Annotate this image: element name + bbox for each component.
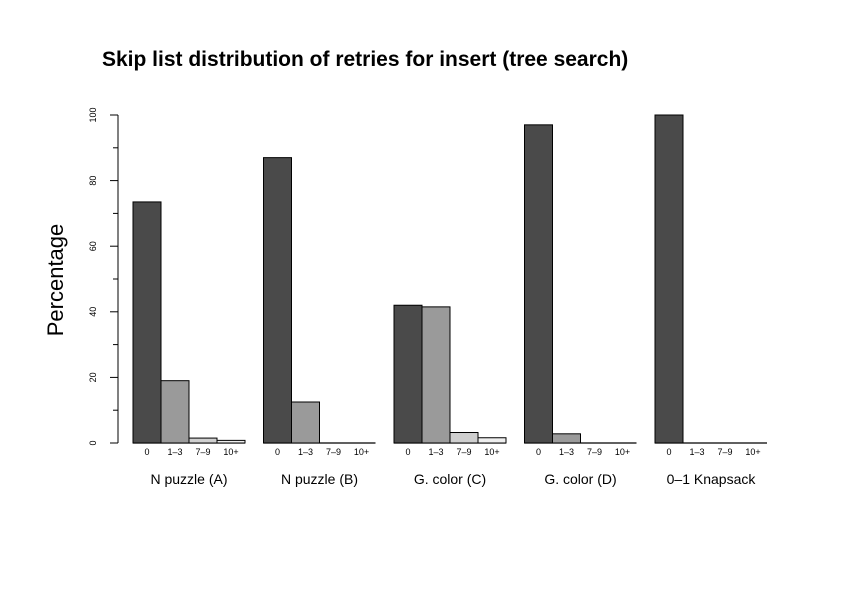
x-tick-label: 7–9	[587, 447, 602, 457]
y-tick-label: 20	[88, 372, 98, 382]
group-label: N puzzle (A)	[150, 471, 227, 487]
bar	[132, 201, 162, 444]
y-axis: 0 20 40 60 80 100	[88, 107, 119, 446]
x-tick-label: 7–9	[456, 447, 471, 457]
bar	[216, 439, 246, 444]
x-tick-labels: 0 1–3 7–9 10+ 0 1–3 7–9 10+ 0 1–3 7–9 10+ 0 1–3 7–9 10+…	[144, 447, 760, 457]
y-tick-label: 100	[88, 107, 98, 122]
x-tick-label: 10+	[484, 447, 499, 457]
x-tick-label: 1–3	[298, 447, 313, 457]
group-labels: N puzzle (A) N puzzle (B) G. color (C) G. c…	[150, 471, 756, 487]
y-tick-label: 0	[88, 440, 98, 445]
bar	[421, 306, 451, 444]
y-axis-label: Percentage	[43, 224, 68, 337]
bar	[552, 433, 581, 444]
group-label: 0–1 Knapsack	[667, 471, 757, 487]
x-tick-label: 10+	[745, 447, 760, 457]
x-tick-label: 1–3	[689, 447, 704, 457]
chart-title: Skip list distribution of retries for in…	[102, 48, 628, 71]
y-tick-label: 80	[88, 176, 98, 186]
x-tick-label: 1–3	[167, 447, 182, 457]
bar	[160, 380, 190, 444]
x-tick-label: 0	[666, 447, 671, 457]
group-label: G. color (D)	[544, 471, 616, 487]
x-tick-label: 10+	[354, 447, 369, 457]
x-tick-label: 0	[144, 447, 149, 457]
x-tick-label: 1–3	[428, 447, 443, 457]
bar	[188, 437, 218, 444]
bar	[263, 157, 292, 444]
bar	[449, 432, 479, 444]
x-tick-label: 10+	[615, 447, 630, 457]
bar	[524, 124, 553, 444]
bar	[654, 114, 684, 444]
bars	[132, 114, 767, 444]
y-tick-label: 40	[88, 307, 98, 317]
bar	[477, 437, 507, 444]
x-tick-label: 10+	[223, 447, 238, 457]
x-tick-label: 1–3	[559, 447, 574, 457]
group-label: N puzzle (B)	[281, 471, 358, 487]
y-tick-label: 60	[88, 241, 98, 251]
group-label: G. color (C)	[414, 471, 486, 487]
bar	[291, 401, 320, 444]
x-tick-label: 0	[275, 447, 280, 457]
x-tick-label: 7–9	[195, 447, 210, 457]
x-tick-label: 0	[405, 447, 410, 457]
x-tick-label: 0	[536, 447, 541, 457]
x-tick-label: 7–9	[326, 447, 341, 457]
bar	[393, 304, 423, 444]
x-tick-label: 7–9	[717, 447, 732, 457]
